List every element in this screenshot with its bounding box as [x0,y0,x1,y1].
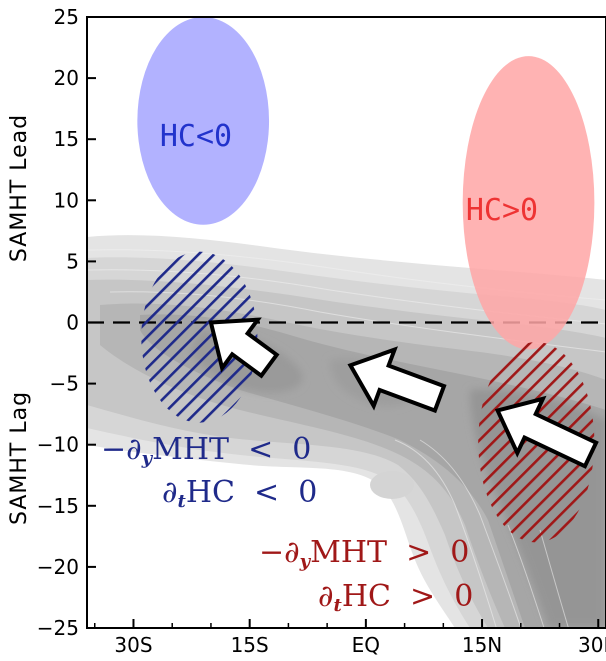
x-tick-label: 15N [462,633,502,657]
y-label-lead: SAMHT Lead [7,114,32,262]
propagation-arrow-1 [208,317,280,379]
y-tick-label: 5 [66,249,79,273]
blue-hatched-region [141,251,258,423]
hc-negative-label: HC<0 [160,119,232,154]
y-tick-label: −5 [50,372,79,396]
y-tick-label: −10 [37,433,79,457]
field-island [370,471,414,499]
y-tick-label: −20 [37,555,79,579]
propagation-arrow-3 [494,395,599,469]
y-axis: 25 20 15 10 5 0 −5 −10 −15 −20 −25 [37,5,96,640]
x-tick-label: 30S [114,633,152,657]
blue-condition-line-1: −∂yMHT < 0 [101,432,311,469]
blue-condition-line-2: ∂tHC < 0 [162,475,317,512]
x-tick-label: EQ [352,633,380,657]
y-label-lag: SAMHT Lag [7,391,32,525]
y-tick-label: 20 [54,66,79,90]
hc-positive-region [462,56,595,350]
y-tick-label: 25 [54,5,79,29]
y-tick-label: 15 [54,127,79,151]
arrows [208,317,599,469]
propagation-arrow-2 [347,346,447,414]
red-condition-line-2: ∂tHC > 0 [318,579,473,616]
x-tick-label: 30N [578,633,606,657]
red-condition-line-1: −∂yMHT > 0 [259,535,469,572]
hc-positive-label: HC>0 [466,193,538,228]
y-tick-label: 10 [54,188,79,212]
x-axis: 30S 15S EQ 15N 30N [93,619,606,657]
hc-negative-region [137,17,270,225]
y-tick-label: −25 [37,616,79,640]
y-tick-label: 0 [66,311,79,335]
x-tick-label: 15S [231,633,269,657]
y-tick-label: −15 [37,494,79,518]
